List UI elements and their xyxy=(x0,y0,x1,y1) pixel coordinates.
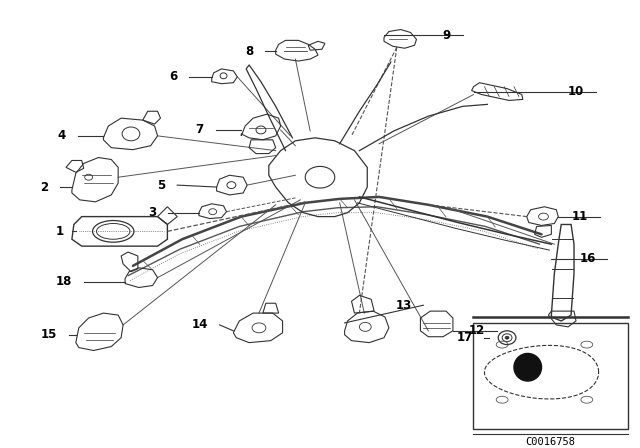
Text: 15: 15 xyxy=(41,328,57,341)
Text: 13: 13 xyxy=(396,299,412,312)
Text: 16: 16 xyxy=(579,252,596,265)
Text: 17: 17 xyxy=(456,331,472,344)
Ellipse shape xyxy=(505,336,509,339)
Text: 3: 3 xyxy=(148,206,157,219)
Text: 18: 18 xyxy=(56,275,72,288)
Text: 1: 1 xyxy=(56,225,64,238)
Text: 14: 14 xyxy=(191,319,208,332)
Text: 5: 5 xyxy=(157,179,165,192)
Text: 6: 6 xyxy=(169,70,177,83)
Text: 7: 7 xyxy=(196,124,204,137)
Text: 9: 9 xyxy=(443,29,451,42)
Text: 12: 12 xyxy=(469,324,485,337)
Text: 10: 10 xyxy=(568,85,584,98)
Text: 11: 11 xyxy=(572,210,588,223)
Text: 2: 2 xyxy=(40,181,48,194)
Text: C0016758: C0016758 xyxy=(525,437,575,447)
Text: 8: 8 xyxy=(245,45,253,58)
Bar xyxy=(472,323,628,429)
Circle shape xyxy=(514,353,541,381)
Text: 4: 4 xyxy=(58,129,66,142)
